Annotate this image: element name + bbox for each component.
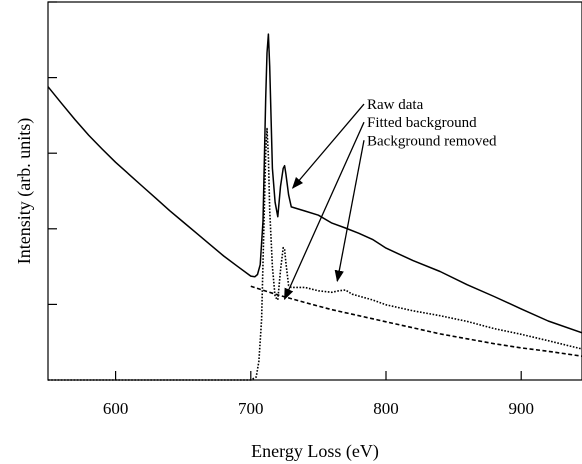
- series-line-raw-data: [47, 33, 582, 334]
- annotation-label-1: Fitted background: [367, 115, 477, 131]
- y-ticks: [48, 1, 57, 305]
- x-ticks: 600 700 800 900: [103, 371, 534, 418]
- series-line-background-removed: [48, 127, 582, 381]
- annotation-label-2: Background removed: [367, 133, 497, 149]
- x-axis-label: Energy Loss (eV): [251, 441, 379, 462]
- annotation-arrow-1: [284, 121, 365, 301]
- plot-frame: [47, 1, 582, 381]
- x-tick-label-600: 600: [103, 399, 129, 418]
- annotations: Raw data Fitted background Background remo…: [284, 97, 497, 301]
- annotation-arrow-0: [291, 103, 365, 189]
- x-tick-label-800: 800: [373, 399, 399, 418]
- series-lines: [47, 33, 582, 381]
- x-tick-label-700: 700: [238, 399, 264, 418]
- x-tick-label-900: 900: [508, 399, 534, 418]
- y-axis-label: Intensity (arb. units): [14, 118, 35, 264]
- annotation-label-0: Raw data: [367, 97, 424, 113]
- annotation-arrow-2: [334, 140, 365, 283]
- series-line-fitted-background: [250, 285, 582, 357]
